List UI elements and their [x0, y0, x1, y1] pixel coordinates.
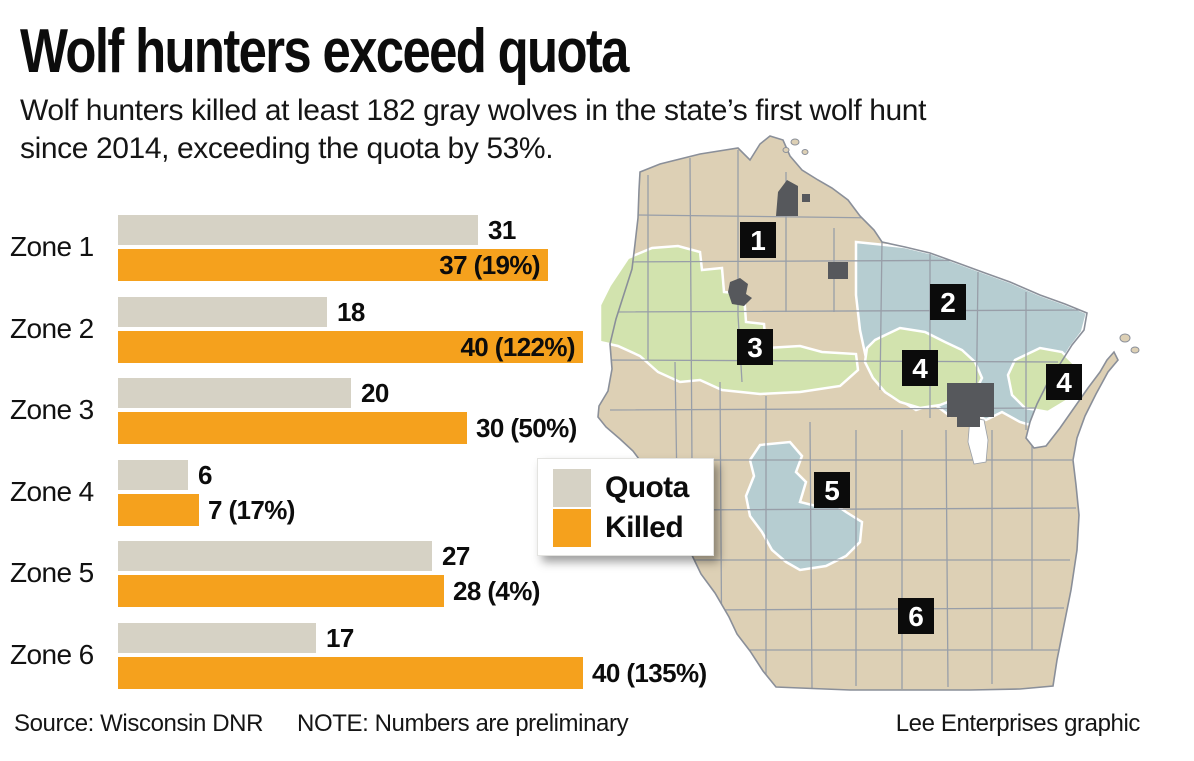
zone-label: Zone 3 — [10, 394, 94, 426]
zone-label: Zone 4 — [10, 475, 94, 507]
reservation-bayfield — [776, 180, 798, 216]
killed-value-label: 40 (122%) — [460, 331, 575, 362]
zone-3-region — [598, 244, 860, 396]
zone-marker-4: 4 — [902, 350, 938, 386]
zone-marker-5: 5 — [814, 472, 850, 508]
quota-bar — [118, 459, 188, 490]
zone-row: Zone 4 6 7 (17%) — [0, 459, 790, 530]
wisconsin-map: 1 2 3 4 4 5 6 — [597, 135, 1140, 691]
legend-swatch — [553, 469, 591, 507]
door-island — [1119, 333, 1131, 343]
page-subtitle: Wolf hunters killed at least 182 gray wo… — [20, 92, 926, 168]
credit-text: Lee Enterprises graphic — [895, 710, 1141, 737]
zone-marker-2: 2 — [930, 284, 966, 320]
legend-swatch — [553, 509, 591, 547]
page-title: Wolf hunters exceed quota — [20, 17, 629, 86]
zone-row: Zone 5 27 28 (4%) — [0, 541, 790, 611]
quota-value-label: 17 — [326, 623, 354, 653]
zone-label: Zone 6 — [10, 639, 94, 670]
door-island — [1130, 346, 1140, 354]
quota-bar — [118, 378, 351, 409]
zone-marker-number: 2 — [940, 287, 956, 318]
quota-bar — [118, 215, 478, 245]
legend-item: Quota — [553, 469, 713, 507]
zone-label: Zone 5 — [10, 557, 94, 589]
zone-row: Zone 3 20 30 (50%) — [0, 378, 790, 448]
quota-value-label: 6 — [198, 459, 212, 490]
zone-5-region — [744, 440, 864, 572]
killed-bar — [118, 330, 583, 363]
zone-marker-square — [737, 329, 773, 365]
reservation-small-square — [802, 194, 810, 202]
killed-bar — [118, 493, 199, 526]
chart-legend: Quota Killed — [537, 458, 714, 556]
zone-row: Zone 2 18 40 (122%) — [0, 296, 790, 367]
killed-value-label: 7 (17%) — [208, 494, 295, 525]
killed-value-label: 40 (135%) — [592, 658, 707, 688]
quota-value-label: 27 — [442, 541, 470, 572]
killed-bar — [118, 412, 467, 445]
quota-bar — [118, 623, 316, 653]
zone-marker-1: 1 — [740, 222, 776, 258]
lake-winnebago — [967, 417, 989, 465]
killed-value-label: 30 (50%) — [476, 413, 577, 444]
quota-value-label: 20 — [361, 378, 389, 409]
zone-marker-number: 1 — [750, 225, 766, 256]
zone-marker-square — [930, 284, 966, 320]
zone-marker-number: 3 — [747, 332, 763, 363]
subtitle-line-1: Wolf hunters killed at least 182 gray wo… — [20, 94, 927, 127]
apostle-island — [801, 149, 809, 155]
quota-value-label: 31 — [488, 215, 516, 245]
reservation-north-central — [828, 262, 848, 279]
note-text: NOTE: Numbers are preliminary — [297, 710, 629, 737]
zone-marker-6: 6 — [898, 598, 934, 634]
zone-marker-number: 4 — [1056, 367, 1072, 398]
zone-marker-square — [1046, 364, 1082, 400]
quota-bar — [118, 296, 327, 327]
killed-bar — [118, 249, 548, 281]
apostle-island — [790, 138, 800, 146]
zone-marker-square — [902, 350, 938, 386]
legend-label: Quota — [605, 471, 689, 504]
islands — [782, 138, 1140, 354]
zone-row: Zone 6 17 40 (135%) — [0, 623, 790, 693]
killed-value-label: 28 (4%) — [453, 576, 540, 607]
zone-marker-square — [814, 472, 850, 508]
zone-marker-square — [898, 598, 934, 634]
killed-bar — [118, 575, 444, 608]
killed-value-label: 37 (19%) — [439, 250, 540, 280]
quota-value-label: 18 — [337, 296, 365, 327]
legend-item: Killed — [553, 509, 713, 547]
zone-marker-3: 3 — [737, 329, 773, 365]
killed-bar — [118, 657, 583, 689]
reservation-central — [728, 278, 752, 306]
zone-label: Zone 2 — [10, 312, 94, 344]
apostle-island — [782, 147, 790, 153]
zone-marker-number: 4 — [912, 353, 928, 384]
subtitle-line-2: since 2014, exceeding the quota by 53%. — [20, 132, 554, 165]
zone-marker-number: 6 — [908, 601, 924, 632]
zone-markers: 1 2 3 4 4 5 6 — [737, 222, 1082, 634]
reservation-menominee — [947, 383, 994, 427]
zone-label: Zone 1 — [10, 231, 94, 262]
county-lines — [599, 150, 1091, 690]
zone-row: Zone 1 31 37 (19%) — [0, 215, 790, 285]
zone-marker-square — [740, 222, 776, 258]
source-text: Source: Wisconsin DNR — [14, 710, 264, 737]
zone-marker-4: 4 — [1046, 364, 1082, 400]
reservation-patches — [728, 180, 994, 427]
zone-marker-number: 5 — [824, 475, 840, 506]
quota-bar — [118, 541, 432, 572]
wisconsin-outline — [597, 135, 1119, 691]
footer-source-note: Source: Wisconsin DNR NOTE: Numbers are p… — [14, 710, 629, 738]
legend-label: Killed — [605, 511, 684, 544]
